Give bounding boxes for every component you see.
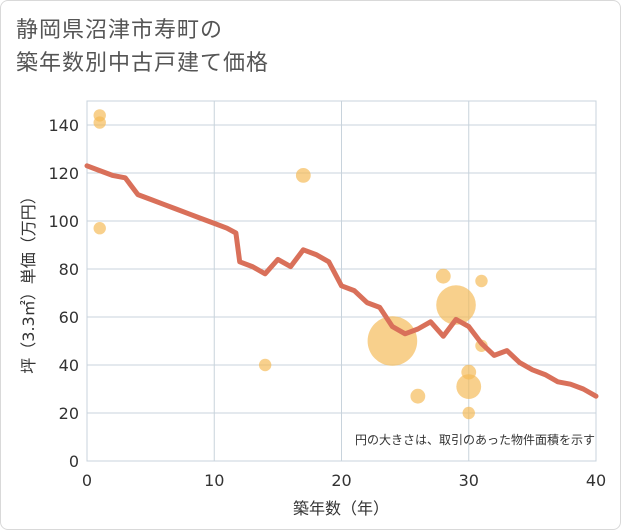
bubble-point bbox=[436, 285, 476, 325]
y-tick-label: 0 bbox=[69, 452, 79, 471]
y-tick-label: 120 bbox=[48, 164, 79, 183]
bubble-point bbox=[435, 268, 451, 284]
bubble-point bbox=[462, 406, 475, 420]
bubble-point bbox=[258, 358, 272, 372]
x-tick-label: 30 bbox=[459, 471, 479, 490]
x-tick-label: 0 bbox=[82, 471, 92, 490]
title-line-1: 静岡県沼津市寿町の bbox=[16, 18, 224, 43]
x-tick-label: 10 bbox=[204, 471, 224, 490]
bubble-size-note: 円の大きさは、取引のあった物件面積を示す bbox=[355, 432, 595, 447]
bubble-point bbox=[93, 116, 106, 129]
y-tick-label: 60 bbox=[59, 308, 79, 327]
x-tick-label: 20 bbox=[331, 471, 351, 490]
y-axis-label: 坪（3.3㎡）単価（万円） bbox=[19, 188, 38, 373]
y-tick-label: 80 bbox=[59, 260, 79, 279]
y-tick-label: 100 bbox=[48, 212, 79, 231]
y-tick-label: 20 bbox=[59, 404, 79, 423]
bubble-point bbox=[475, 274, 488, 288]
average-price-line bbox=[84, 163, 599, 399]
y-tick-label: 40 bbox=[59, 356, 79, 375]
bubble-point bbox=[410, 388, 426, 404]
bubble-point bbox=[93, 222, 106, 235]
bubble-point bbox=[456, 374, 482, 399]
y-tick-label: 140 bbox=[48, 116, 79, 135]
bubble-point bbox=[367, 316, 418, 366]
x-axis-label: 築年数（年） bbox=[293, 499, 389, 518]
grid-lines bbox=[87, 101, 596, 461]
bubble-point bbox=[295, 168, 311, 183]
title-line-2: 築年数別中古戸建て価格 bbox=[16, 51, 270, 76]
average-line-series bbox=[84, 163, 599, 399]
axis-ticks: 0 10 20 30 40 0 20 40 60 80 100 120 140 bbox=[48, 116, 606, 490]
page-title: 静岡県沼津市寿町の 築年数別中古戸建て価格 bbox=[16, 14, 269, 80]
x-tick-label: 40 bbox=[586, 471, 606, 490]
